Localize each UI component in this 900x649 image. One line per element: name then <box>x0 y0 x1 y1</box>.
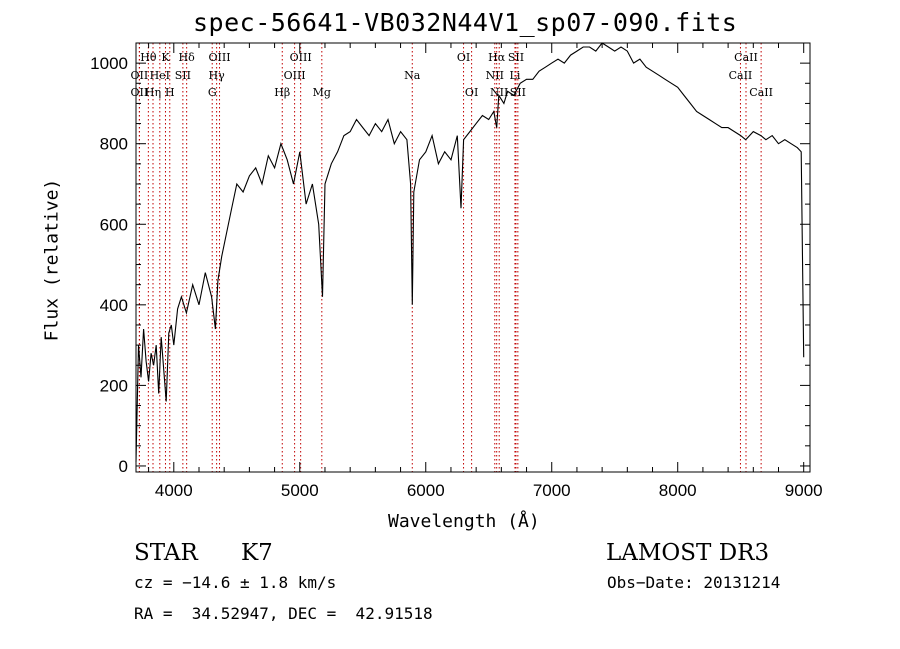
y-tick-label: 600 <box>100 215 128 234</box>
line-id-label: G <box>208 86 217 99</box>
line-id-label: OI <box>465 86 478 99</box>
ticks: 4000 5000 6000 7000 8000 9000 0 200 400 600 800 100… <box>90 43 823 500</box>
line-id-label: SII <box>508 51 524 64</box>
line-id-label: HeI <box>150 69 170 82</box>
line-id-label: OII <box>131 86 149 99</box>
y-tick-label: 1000 <box>90 54 128 73</box>
chart-title: spec-56641-VB032N44V1_sp07-090.fits <box>193 8 738 37</box>
line-id-label: OII <box>131 69 149 82</box>
axes <box>135 42 811 473</box>
line-id-label: NII <box>490 86 508 99</box>
object-subclass: K7 <box>241 540 273 566</box>
flux-series <box>135 42 805 462</box>
x-tick-label: 9000 <box>785 481 823 500</box>
y-tick-label: 200 <box>100 376 128 395</box>
line-id-label: OIII <box>208 51 230 64</box>
x-axis-label: Wavelength (Å) <box>388 511 540 532</box>
x-tick-label: 4000 <box>155 481 193 500</box>
coordinates: RA = 34.52947, DEC = 42.91518 <box>134 604 433 623</box>
line-id-label: CaII <box>734 51 758 64</box>
x-tick-label: 8000 <box>659 481 697 500</box>
line-id-markers <box>138 43 762 472</box>
plot-frame <box>135 42 811 473</box>
line-id-label: SII <box>175 69 191 82</box>
line-id-label: Na <box>404 69 421 82</box>
line-id-label: Hη <box>145 86 161 99</box>
line-id-label: OIII <box>284 69 306 82</box>
line-id-label: SII <box>510 86 526 99</box>
redshift-readout: cz = −14.6 ± 1.8 km/s <box>134 573 337 592</box>
line-id-label: Hγ <box>209 69 226 82</box>
x-tick-label: 6000 <box>407 481 445 500</box>
line-id-label: CaII <box>749 86 773 99</box>
object-class: STAR <box>134 540 198 566</box>
line-id-label: CaII <box>729 69 753 82</box>
line-id-label: OIII <box>290 51 312 64</box>
line-id-label: Hα <box>488 51 506 64</box>
line-id-label: Hδ <box>179 51 196 64</box>
y-tick-label: 400 <box>100 296 128 315</box>
line-id-label: Li <box>510 69 521 82</box>
x-tick-label: 5000 <box>281 481 319 500</box>
line-id-label: K <box>161 51 170 64</box>
line-id-label: NII <box>486 69 504 82</box>
y-axis-label: Flux (relative) <box>41 178 63 342</box>
survey-name: LAMOST DR3 <box>606 540 770 566</box>
obs-date: Obs−Date: 20131214 <box>607 573 781 592</box>
x-tick-label: 7000 <box>533 481 571 500</box>
line-id-label: H <box>165 86 175 99</box>
line-id-label: Mg <box>313 86 331 99</box>
line-id-label: Hβ <box>274 86 290 99</box>
y-tick-label: 800 <box>100 135 128 154</box>
flux-line <box>135 42 805 462</box>
line-id-label: OI <box>457 51 470 64</box>
y-tick-label: 0 <box>119 457 128 476</box>
line-id-label: Hθ <box>140 51 157 64</box>
